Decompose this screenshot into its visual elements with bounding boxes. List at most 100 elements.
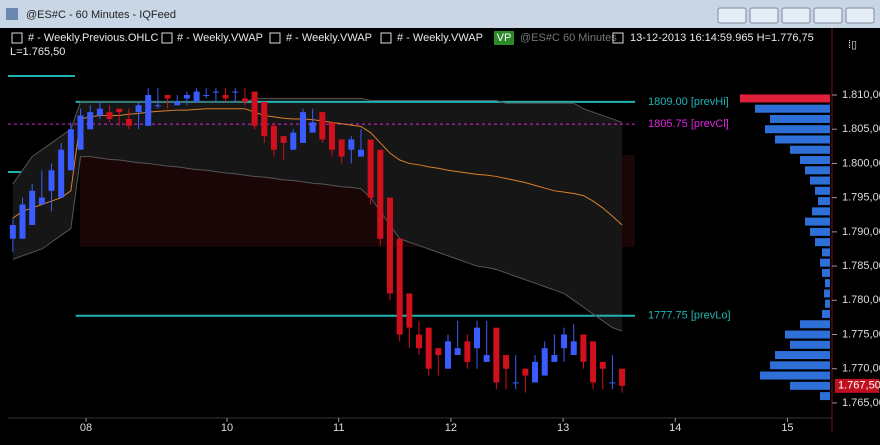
candle-body: [174, 101, 181, 106]
profile-bar: [822, 268, 830, 277]
minimize-button[interactable]: [781, 7, 811, 24]
indicator-label[interactable]: # - Weekly.VWAP: [286, 32, 372, 44]
indicator-label[interactable]: # - Weekly.VWAP: [397, 32, 483, 44]
indicator-line: [12, 108, 623, 226]
candle-body: [454, 348, 461, 356]
candle-body: [590, 341, 597, 383]
y-tick-label: 1.800,00: [842, 157, 880, 169]
level-label: 1777.75 [prevLo]: [648, 310, 731, 322]
level-label: 1805.75 [prevCl]: [648, 118, 729, 130]
candle-body: [386, 197, 393, 294]
y-tick-label: 1.795,00: [842, 192, 880, 204]
candle-body: [435, 348, 442, 356]
y-tick-label: 1.805,00: [842, 123, 880, 135]
candle-body: [474, 327, 481, 349]
candle-body: [67, 129, 74, 171]
restore-button[interactable]: [717, 7, 747, 24]
profile-bar: [815, 186, 830, 195]
last-price-box: [835, 378, 879, 393]
candle-body: [338, 139, 345, 157]
candle-body: [396, 238, 403, 335]
candle-body: [183, 95, 190, 99]
profile-bar: [775, 351, 830, 360]
profile-bar: [818, 197, 830, 206]
candle-body: [377, 149, 384, 239]
profile-bar: [822, 309, 830, 318]
candle-body: [232, 91, 239, 93]
profile-bar: [805, 217, 830, 226]
candle-body: [125, 118, 132, 126]
candle-body: [357, 149, 364, 157]
menu-icon[interactable]: ⁞▯: [848, 39, 857, 51]
window-title: @ES#C - 60 Minutes - IQFeed: [26, 9, 176, 21]
level-label: 1809.00 [prevHi]: [648, 96, 729, 108]
band-fill: [12, 98, 623, 332]
candle-body: [522, 368, 529, 376]
candle-body: [483, 355, 490, 362]
y-tick-label: 1.790,00: [842, 226, 880, 238]
candle-body: [561, 334, 568, 349]
candle-body: [532, 361, 539, 383]
x-tick-label: 11: [333, 422, 344, 434]
profile-bar: [790, 381, 830, 390]
indicator-close[interactable]: [269, 32, 281, 44]
profile-bar: [810, 176, 830, 185]
candle-body: [570, 341, 577, 356]
profile-bar: [812, 207, 830, 216]
last-price-label: 1.767,50: [838, 380, 880, 392]
indicator-close[interactable]: [11, 32, 23, 44]
y-tick-label: 1.785,00: [842, 260, 880, 272]
candle-body: [58, 149, 65, 198]
candle-body: [328, 122, 335, 150]
maximize-button[interactable]: [813, 7, 843, 24]
dropdown[interactable]: [612, 32, 624, 44]
candle-body: [106, 112, 113, 119]
candle-body: [290, 132, 297, 150]
close-button[interactable]: [845, 7, 875, 24]
candle-body: [309, 122, 316, 133]
x-tick-label: 13: [557, 422, 569, 434]
indicator-close[interactable]: [161, 32, 173, 44]
y-tick-label: 1.775,00: [842, 328, 880, 340]
profile-bar: [790, 340, 830, 349]
candle-body: [145, 95, 152, 126]
candle-body: [464, 341, 471, 362]
candle-body: [348, 139, 355, 150]
profile-bar: [740, 94, 830, 103]
profile-bar: [775, 135, 830, 144]
candle-body: [493, 327, 500, 383]
indicator-label[interactable]: # - Weekly.Previous.OHLC: [28, 32, 158, 44]
vp-label[interactable]: VP: [497, 32, 512, 44]
profile-bar: [790, 145, 830, 154]
y-tick-label: 1.770,00: [842, 363, 880, 375]
candle-body: [261, 101, 268, 137]
profile-bar: [785, 330, 830, 339]
candle-body: [541, 348, 548, 376]
profile-bar: [800, 320, 830, 329]
candle-body: [154, 105, 161, 107]
vp-badge[interactable]: [494, 31, 514, 45]
candle-body: [251, 91, 258, 126]
indicator-line: [12, 156, 623, 332]
x-tick-label: 08: [80, 422, 92, 434]
tile-button[interactable]: [749, 7, 779, 24]
profile-bar: [824, 289, 830, 298]
candle-body: [319, 112, 326, 140]
quote-info: 13-12-2013 16:14:59.965 H=1.776,75: [630, 32, 814, 44]
profile-bar: [760, 371, 830, 380]
indicator-close[interactable]: [380, 32, 392, 44]
candle-body: [445, 341, 452, 369]
candle-body: [29, 190, 36, 226]
indicator-label[interactable]: # - Weekly.VWAP: [177, 32, 263, 44]
candle-body: [599, 361, 606, 369]
candle-body: [203, 95, 210, 97]
x-tick-label: 12: [445, 422, 457, 434]
indicator-line: [12, 97, 623, 185]
profile-bar: [820, 392, 830, 401]
candle-body: [135, 105, 142, 113]
low-info: L=1.765,50: [10, 46, 65, 58]
window-buttons[interactable]: [717, 7, 875, 24]
candle-body: [299, 112, 306, 143]
candle-body: [270, 125, 277, 150]
